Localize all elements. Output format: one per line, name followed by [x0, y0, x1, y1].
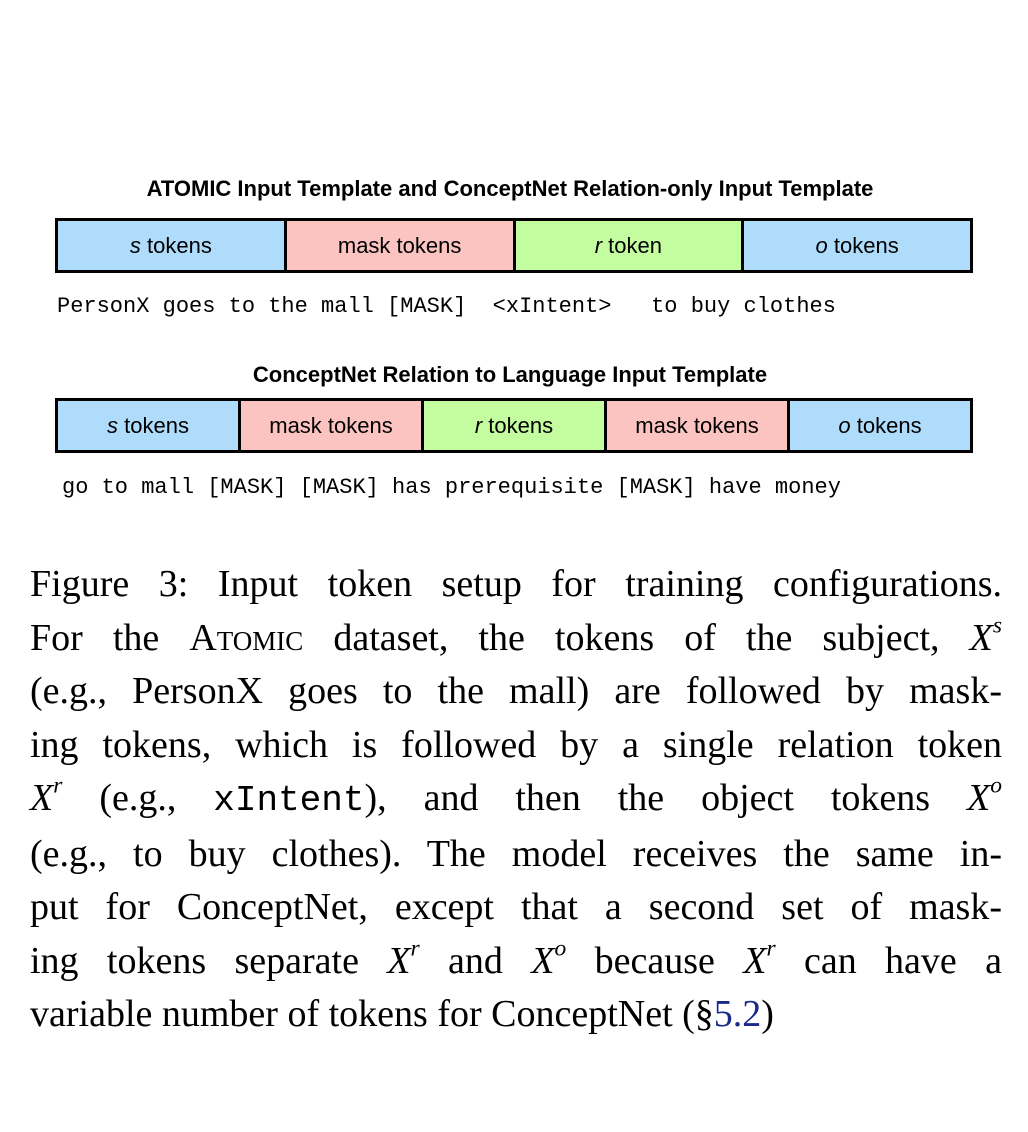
caption-line: ing tokens, which is followed by a singl… — [30, 723, 1002, 766]
segment-label: tokens — [827, 232, 899, 258]
math-sup: o — [990, 772, 1002, 799]
template-1-token-bar: s tokens mask tokens r token o tokens — [55, 218, 973, 273]
caption-text: can have a — [775, 939, 1002, 982]
template-1-example: PersonX goes to the mall [MASK] <xIntent… — [57, 294, 836, 319]
math-x: X — [531, 939, 555, 982]
xintent-code: xIntent — [213, 780, 365, 821]
segment-label: tokens — [850, 412, 922, 438]
math-x: X — [969, 616, 993, 659]
segment-label: tokens — [482, 412, 554, 438]
caption-text: ), and then the object tokens — [364, 777, 967, 819]
math-x-r: Xr — [387, 936, 419, 982]
math-x-o: Xo — [966, 774, 1002, 819]
caption-line: put for ConceptNet, except that a second… — [30, 886, 1002, 928]
segment-label: tokens — [140, 232, 212, 258]
segment-var: o — [838, 412, 851, 438]
atomic-smallcaps: Atomic — [189, 616, 304, 659]
math-x: X — [30, 777, 54, 819]
math-x-r: Xr — [30, 774, 62, 819]
caption-text: dataset, the tokens of the subject, — [303, 616, 970, 659]
caption-text: ) — [761, 993, 774, 1035]
segment-label: token — [602, 232, 662, 258]
caption-line: (e.g., PersonX goes to the mall) are fol… — [30, 670, 1002, 712]
math-x: X — [387, 939, 411, 982]
caption-text: For the — [30, 616, 190, 659]
segment-var: o — [815, 232, 828, 258]
segment-label: tokens — [118, 412, 189, 438]
figure-caption: Figure 3: Input token setup for training… — [30, 558, 1002, 1042]
caption-line: For the Atomic dataset, the tokens of th… — [30, 612, 1002, 666]
caption-text: ing tokens separate — [30, 939, 388, 982]
s-tokens-segment: s tokens — [58, 221, 287, 270]
segment-label: mask tokens — [635, 412, 759, 438]
s-tokens-segment: s tokens — [58, 401, 241, 450]
template-1-title: ATOMIC Input Template and ConceptNet Rel… — [146, 176, 874, 201]
math-sup: r — [766, 934, 776, 961]
template-2-title: ConceptNet Relation to Language Input Te… — [252, 362, 768, 387]
caption-text: and — [419, 939, 532, 982]
math-x-o: Xo — [531, 936, 566, 982]
segment-label: mask tokens — [337, 232, 462, 258]
caption-line: (e.g., to buy clothes). The model receiv… — [30, 832, 1002, 875]
o-tokens-segment: o tokens — [744, 221, 970, 270]
template-2-example: go to mall [MASK] [MASK] has prerequisit… — [62, 475, 841, 500]
mask-tokens-segment: mask tokens — [607, 401, 790, 450]
caption-line: Figure 3: Input token setup for training… — [30, 563, 1002, 605]
caption-line: Xr (e.g., xIntent), and then the object … — [30, 772, 1002, 828]
math-sup: o — [554, 934, 567, 961]
segment-var: r — [474, 412, 483, 438]
math-sup: r — [410, 934, 420, 961]
segment-label: mask tokens — [269, 412, 393, 438]
segment-var: s — [107, 412, 119, 438]
math-x: X — [966, 777, 991, 819]
segment-var: s — [129, 232, 141, 258]
r-token-segment: r token — [515, 221, 745, 270]
o-tokens-segment: o tokens — [790, 401, 970, 450]
math-sup: r — [53, 772, 63, 799]
segment-var: r — [594, 232, 603, 258]
math-sup: s — [992, 611, 1002, 638]
mask-tokens-segment: mask tokens — [286, 221, 516, 270]
caption-text: because — [566, 939, 744, 982]
template-2-token-bar: s tokens mask tokens r tokens mask token… — [55, 398, 973, 453]
caption-line: variable number of tokens for ConceptNet… — [30, 988, 1002, 1042]
mask-tokens-segment: mask tokens — [241, 401, 424, 450]
math-x-s: Xs — [969, 613, 1002, 659]
math-x: X — [743, 939, 767, 982]
section-5-2-link[interactable]: 5.2 — [713, 993, 762, 1035]
r-tokens-segment: r tokens — [424, 401, 607, 450]
caption-text: (e.g., — [62, 777, 214, 819]
caption-text: variable number of tokens for ConceptNet… — [30, 993, 714, 1035]
math-x-r: Xr — [743, 936, 775, 982]
caption-line: ing tokens separate Xr and Xo because Xr… — [30, 935, 1002, 989]
